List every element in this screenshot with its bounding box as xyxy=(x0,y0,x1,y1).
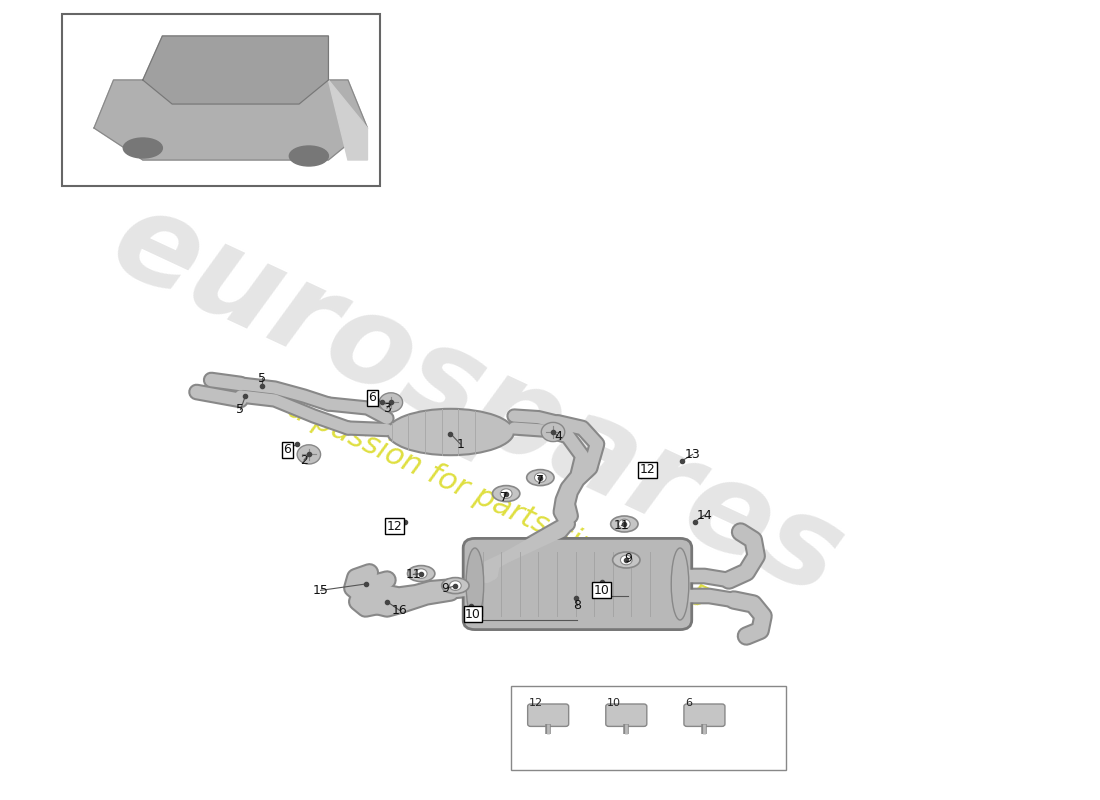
Text: eurospares: eurospares xyxy=(94,178,860,622)
FancyBboxPatch shape xyxy=(684,704,725,726)
Circle shape xyxy=(500,489,512,498)
Text: 11: 11 xyxy=(614,519,629,532)
Text: 6: 6 xyxy=(685,698,692,708)
Text: 8: 8 xyxy=(573,599,582,612)
Circle shape xyxy=(416,569,427,578)
FancyBboxPatch shape xyxy=(463,538,692,630)
Text: 4: 4 xyxy=(554,430,562,442)
Ellipse shape xyxy=(289,146,329,166)
Text: a passion for parts since 1985: a passion for parts since 1985 xyxy=(284,394,714,614)
Text: 5: 5 xyxy=(258,372,266,385)
FancyBboxPatch shape xyxy=(512,686,785,770)
Text: 11: 11 xyxy=(406,568,421,581)
Polygon shape xyxy=(143,36,329,104)
Text: 16: 16 xyxy=(392,604,408,617)
Ellipse shape xyxy=(613,552,640,568)
Text: 10: 10 xyxy=(607,698,620,708)
Text: 9: 9 xyxy=(442,582,450,595)
Text: 14: 14 xyxy=(696,509,713,522)
Text: 12: 12 xyxy=(640,463,656,476)
Circle shape xyxy=(541,422,564,442)
Ellipse shape xyxy=(407,566,434,582)
FancyBboxPatch shape xyxy=(62,14,381,186)
Ellipse shape xyxy=(527,470,554,486)
Polygon shape xyxy=(94,80,367,160)
Circle shape xyxy=(620,555,632,565)
Text: 6: 6 xyxy=(368,391,376,404)
Text: 7: 7 xyxy=(537,474,544,486)
Ellipse shape xyxy=(493,486,520,502)
Circle shape xyxy=(297,445,320,464)
Circle shape xyxy=(450,581,461,590)
Text: 10: 10 xyxy=(465,608,481,621)
Text: 5: 5 xyxy=(236,403,244,416)
Text: 7: 7 xyxy=(500,491,508,504)
Text: 1: 1 xyxy=(456,438,464,450)
Text: 3: 3 xyxy=(383,402,390,414)
Text: 6: 6 xyxy=(284,443,292,456)
Ellipse shape xyxy=(610,516,638,532)
Ellipse shape xyxy=(671,548,689,620)
FancyBboxPatch shape xyxy=(606,704,647,726)
Ellipse shape xyxy=(387,409,514,455)
Text: 9: 9 xyxy=(625,552,632,565)
FancyBboxPatch shape xyxy=(528,704,569,726)
Text: 10: 10 xyxy=(594,584,609,597)
Circle shape xyxy=(618,519,630,529)
Text: 12: 12 xyxy=(529,698,542,708)
Text: 12: 12 xyxy=(387,520,403,533)
Text: 15: 15 xyxy=(312,584,329,597)
Ellipse shape xyxy=(466,548,484,620)
Text: 13: 13 xyxy=(685,448,701,461)
Ellipse shape xyxy=(442,578,469,594)
Polygon shape xyxy=(329,80,367,160)
Circle shape xyxy=(379,393,403,412)
Ellipse shape xyxy=(123,138,163,158)
Text: 2: 2 xyxy=(300,454,308,466)
Circle shape xyxy=(535,473,547,482)
